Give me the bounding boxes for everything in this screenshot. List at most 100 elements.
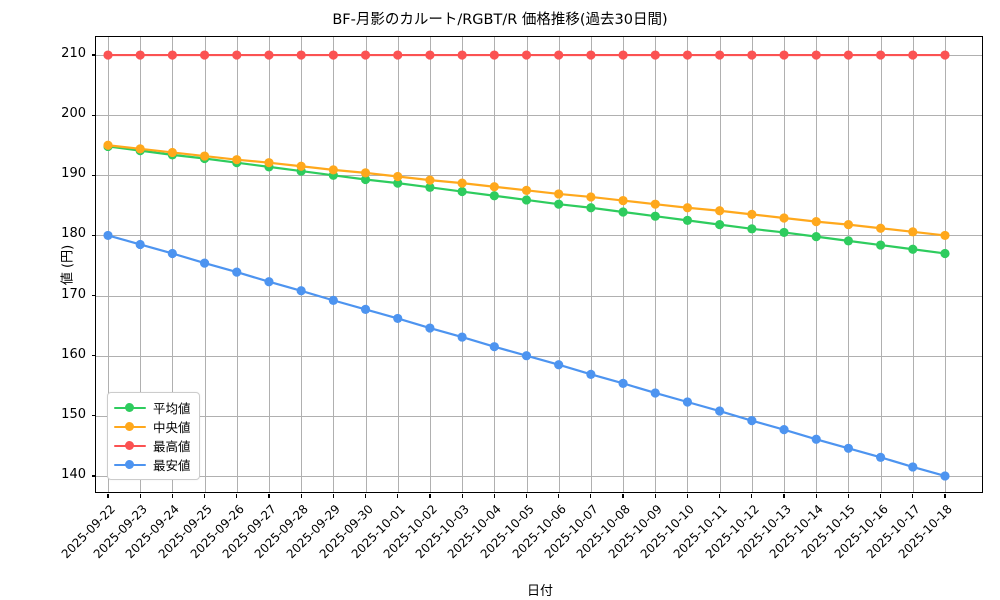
data-point-marker: [554, 189, 564, 199]
series-中央値: [103, 140, 950, 241]
data-point-marker: [876, 223, 886, 233]
data-point-marker: [489, 182, 499, 192]
data-point-marker: [811, 217, 821, 227]
data-point-marker: [940, 248, 950, 259]
data-point-marker: [618, 50, 628, 60]
data-point-marker: [843, 220, 854, 230]
chart-legend[interactable]: 平均値 中央値最高値最安値: [107, 392, 200, 480]
data-point-marker: [843, 443, 854, 453]
legend-color-swatch: [114, 401, 146, 415]
data-point-marker: [779, 213, 789, 223]
y-axis-tick-label: 150: [61, 406, 86, 422]
gridline-vertical: [848, 37, 850, 492]
x-axis-tick: [429, 494, 431, 498]
legend-item-最安値[interactable]: 最安値: [114, 455, 191, 474]
legend-color-swatch: [114, 439, 146, 453]
data-point-marker: [876, 240, 886, 250]
y-axis-tick: [92, 174, 96, 176]
data-point-marker: [264, 277, 274, 287]
data-point-marker: [167, 248, 177, 259]
gridline-vertical: [719, 37, 721, 492]
series-lines-and-markers: [103, 50, 950, 481]
data-point-marker: [811, 232, 821, 242]
chart-title: BF-月影のカルート/RGBT/R 価格推移(過去30日間): [332, 12, 668, 28]
x-axis-tick: [525, 494, 528, 498]
y-axis-tick: [92, 355, 96, 357]
gridline-vertical: [333, 37, 335, 492]
data-point-marker: [682, 50, 693, 60]
data-point-marker: [457, 186, 467, 197]
data-point-marker: [618, 207, 628, 217]
x-axis-tick: [332, 494, 334, 498]
gridline-horizontal: [96, 175, 982, 177]
data-point-marker: [779, 425, 789, 435]
gridline-vertical: [558, 37, 560, 492]
series-最高値: [103, 50, 950, 60]
y-axis-tick-label: 210: [61, 46, 86, 62]
data-point-marker: [199, 258, 210, 268]
legend-item-最高値[interactable]: 最高値: [114, 436, 191, 455]
y-axis-label: 値 (円): [60, 244, 76, 285]
gridline-vertical: [590, 37, 592, 492]
data-point-marker: [360, 174, 371, 185]
x-axis-tick: [815, 494, 817, 498]
gridline-vertical: [494, 37, 496, 492]
data-point-marker: [328, 165, 338, 175]
data-point-marker: [167, 50, 177, 60]
data-point-marker: [489, 191, 499, 201]
gridline-vertical: [140, 37, 142, 492]
y-axis-tick-label: 190: [61, 166, 86, 182]
legend-marker-dot: [125, 403, 134, 412]
data-point-marker: [650, 388, 660, 398]
x-axis-tick: [461, 494, 463, 498]
gridline-vertical: [945, 37, 946, 492]
gridline-vertical: [462, 37, 464, 492]
data-point-marker: [843, 236, 854, 246]
data-point-marker: [650, 50, 660, 60]
data-point-marker: [393, 178, 403, 188]
gridline-vertical: [912, 37, 914, 492]
x-axis-tick: [493, 494, 495, 498]
data-point-marker: [586, 203, 596, 213]
data-point-marker: [586, 369, 596, 379]
data-point-marker: [521, 351, 532, 361]
legend-marker-dot: [125, 422, 134, 431]
x-axis-tick: [912, 494, 914, 498]
gridline-vertical: [655, 37, 657, 492]
data-point-marker: [554, 50, 564, 60]
data-point-marker: [650, 211, 660, 221]
y-axis-tick: [92, 114, 96, 116]
legend-color-swatch: [114, 420, 146, 434]
gridline-vertical: [880, 37, 882, 492]
data-point-marker: [232, 50, 242, 60]
data-point-marker: [650, 199, 660, 209]
data-point-marker: [103, 230, 113, 241]
data-point-marker: [296, 286, 306, 296]
data-point-marker: [586, 192, 596, 202]
y-axis-tick: [92, 475, 96, 477]
data-point-marker: [135, 239, 145, 250]
data-point-marker: [103, 50, 113, 60]
data-point-marker: [747, 416, 757, 426]
x-axis-tick: [171, 494, 173, 498]
gridline-vertical: [268, 37, 270, 492]
gridline-vertical: [687, 37, 689, 492]
legend-item-平均値[interactable]: 平均値: [114, 398, 191, 417]
gridline-vertical: [236, 37, 238, 492]
x-axis-tick: [364, 494, 367, 498]
data-point-marker: [715, 406, 725, 416]
legend-item-中央値[interactable]: 中央値: [114, 417, 191, 436]
data-point-marker: [779, 227, 789, 238]
gridline-vertical: [784, 37, 786, 492]
data-point-marker: [521, 195, 532, 205]
legend-label: 最高値: [153, 439, 191, 454]
data-point-marker: [457, 50, 467, 60]
data-point-marker: [103, 140, 113, 150]
data-point-marker: [747, 224, 757, 234]
data-point-marker: [715, 50, 725, 60]
legend-label: 最安値: [153, 458, 191, 473]
legend-color-swatch: [114, 458, 146, 472]
data-point-marker: [682, 203, 693, 213]
data-point-marker: [425, 182, 435, 192]
